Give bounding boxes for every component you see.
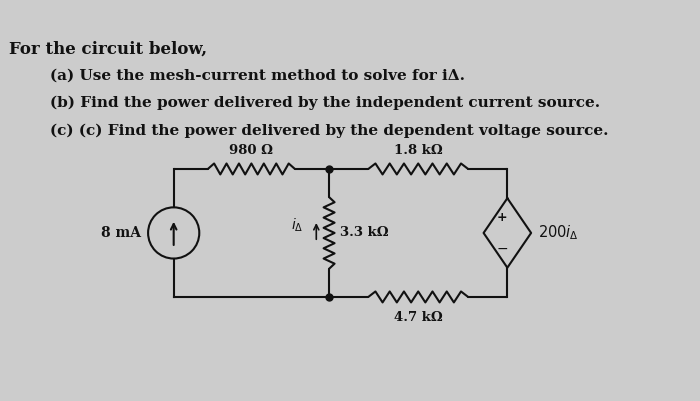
Text: $200i_\Delta$: $200i_\Delta$ bbox=[538, 224, 580, 242]
Text: −: − bbox=[496, 241, 507, 255]
Text: (c) (c) Find the power delivered by the dependent voltage source.: (c) (c) Find the power delivered by the … bbox=[50, 123, 609, 138]
Text: 8 mA: 8 mA bbox=[101, 226, 141, 240]
Text: 3.3 kΩ: 3.3 kΩ bbox=[340, 227, 388, 239]
Text: For the circuit below,: For the circuit below, bbox=[9, 41, 207, 58]
Text: 980 Ω: 980 Ω bbox=[230, 144, 274, 157]
Text: 1.8 kΩ: 1.8 kΩ bbox=[394, 144, 442, 157]
Text: (a) Use the mesh-current method to solve for iΔ.: (a) Use the mesh-current method to solve… bbox=[50, 69, 466, 83]
Text: +: + bbox=[496, 211, 507, 224]
Text: $i_\Delta$: $i_\Delta$ bbox=[291, 217, 304, 234]
Text: (b) Find the power delivered by the independent current source.: (b) Find the power delivered by the inde… bbox=[50, 96, 601, 110]
Text: 4.7 kΩ: 4.7 kΩ bbox=[394, 311, 442, 324]
